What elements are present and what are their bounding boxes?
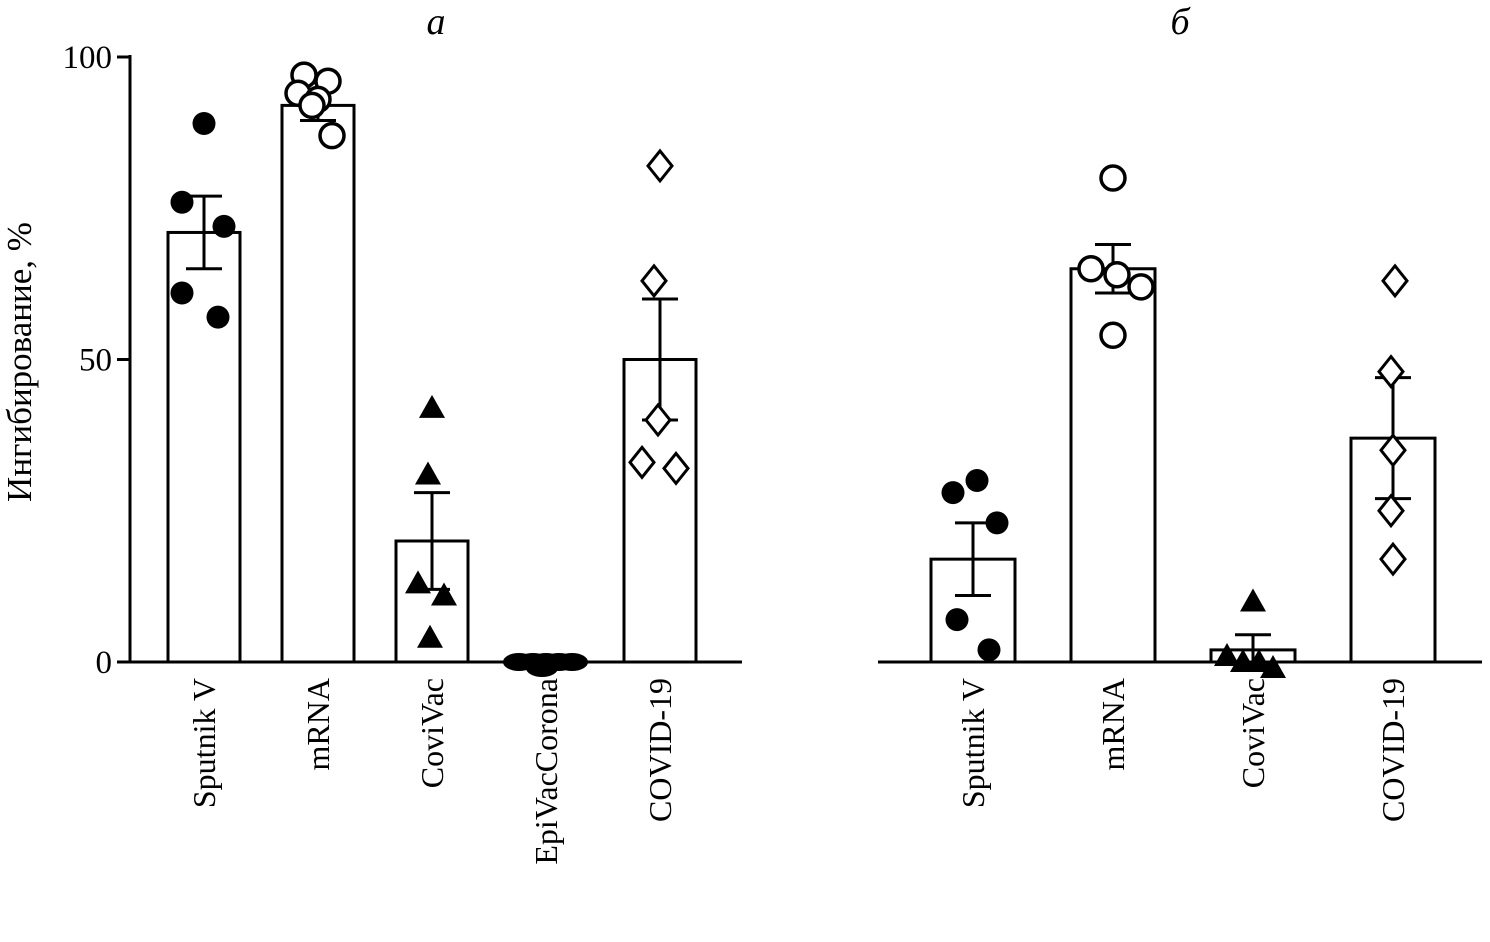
data-point-filled-triangle (1246, 649, 1272, 672)
category-label-COVID-19: COVID-19 (642, 678, 678, 822)
data-point-filled-circle (170, 190, 194, 214)
data-point-filled-circle (170, 281, 194, 305)
data-point-filled-triangle (405, 570, 431, 594)
y-tick-label-50: 50 (79, 343, 112, 379)
data-point-open-circle (1077, 255, 1105, 283)
data-point-open-diamond (1381, 263, 1409, 299)
y-tick-label-100: 100 (63, 40, 113, 76)
data-point-open-diamond (1379, 432, 1407, 468)
data-point-filled-circle (945, 608, 969, 632)
data-point-open-circle (318, 121, 346, 150)
panel-title-a: а (426, 1, 446, 43)
category-label-CoviVac: CoviVac (414, 678, 450, 788)
data-point-filled-circle (965, 469, 989, 492)
data-point-filled-pill (526, 659, 558, 678)
category-label-Sputnik-V: Sputnik V (186, 678, 222, 808)
data-point-filled-circle (941, 481, 965, 505)
data-point-open-circle (1127, 273, 1155, 301)
data-point-filled-circle (192, 112, 216, 136)
data-point-filled-pill (556, 653, 588, 671)
data-point-filled-circle (206, 305, 230, 329)
data-point-filled-triangle (1214, 642, 1240, 666)
category-label-COVID-19: COVID-19 (1375, 678, 1411, 822)
data-point-filled-triangle (1260, 655, 1286, 679)
category-label-CoviVac: CoviVac (1235, 678, 1271, 788)
bar-mRNA (280, 103, 356, 664)
category-label-Sputnik-V: Sputnik V (955, 678, 991, 808)
data-point-filled-circle (212, 214, 236, 238)
data-point-open-diamond (640, 263, 668, 299)
data-point-filled-circle (977, 638, 1001, 662)
data-point-open-circle (1099, 321, 1127, 350)
data-point-filled-circle (985, 511, 1009, 535)
data-point-filled-triangle (1240, 588, 1266, 612)
data-point-open-diamond (662, 450, 690, 486)
data-point-open-diamond (644, 402, 672, 438)
data-point-open-diamond (1377, 493, 1405, 529)
data-point-open-diamond (646, 148, 674, 184)
data-point-open-circle (298, 91, 326, 120)
data-point-open-diamond (1379, 541, 1407, 577)
category-label-mRNA: mRNA (300, 678, 336, 770)
y-tick-label-0: 0 (96, 645, 113, 681)
data-point-filled-triangle (417, 624, 443, 648)
data-point-open-diamond (628, 444, 656, 480)
category-label-EpiVacCorona: EpiVacCorona (528, 678, 564, 865)
data-point-filled-triangle (431, 582, 457, 606)
data-point-open-circle (1103, 261, 1131, 289)
data-point-open-diamond (1377, 354, 1405, 390)
category-label-mRNA: mRNA (1095, 678, 1131, 770)
data-point-filled-triangle (419, 394, 445, 418)
data-point-open-circle (1099, 164, 1127, 192)
data-point-filled-triangle (415, 461, 441, 485)
panel-title-b: б (1170, 1, 1190, 43)
